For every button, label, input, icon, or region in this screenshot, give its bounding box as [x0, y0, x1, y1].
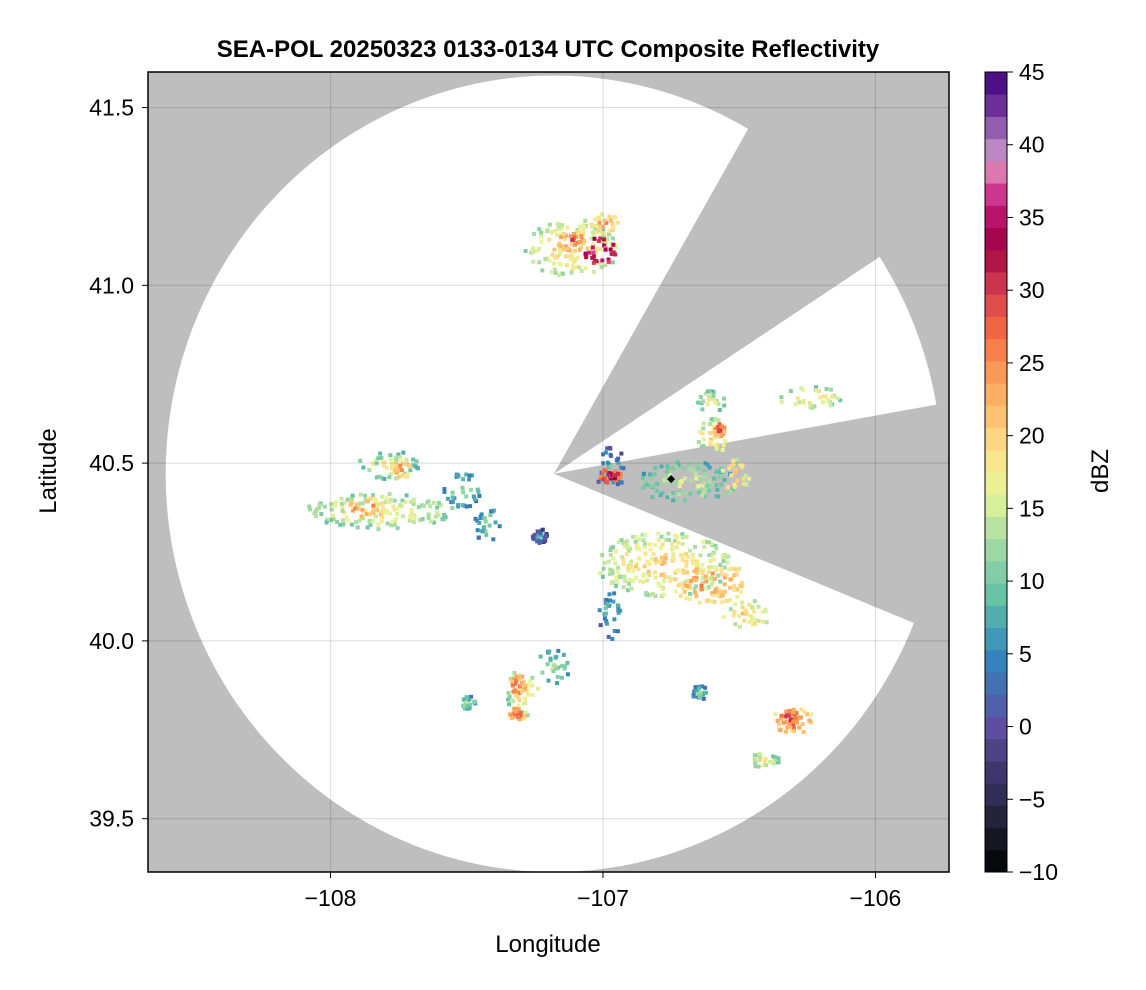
y-tick-label: 41.0 — [89, 272, 134, 298]
colorbar-tick-label: 10 — [1019, 568, 1045, 594]
y-axis-label: Latitude — [35, 428, 62, 513]
colorbar-tick-label: −10 — [1019, 859, 1058, 885]
echo-cell — [461, 694, 478, 711]
echo-cell — [597, 591, 623, 641]
echo-cell — [696, 389, 727, 412]
colorbar-tick-label: −5 — [1019, 786, 1045, 812]
echo-cell — [667, 563, 744, 605]
echo-cell — [348, 496, 382, 519]
echo-cell — [538, 648, 570, 686]
x-axis-ticks: −108 −107 −106 — [305, 872, 902, 911]
colorbar-tick-label: 30 — [1019, 277, 1045, 303]
colorbar-tick-label: 15 — [1019, 495, 1045, 521]
echo-cell — [720, 457, 751, 494]
echo-cell — [779, 385, 843, 410]
y-tick-label: 40.5 — [89, 450, 134, 476]
echo-cell — [559, 231, 587, 253]
echo-cell — [752, 751, 781, 769]
echo-cell — [779, 708, 803, 725]
echo-cell — [640, 460, 736, 503]
echo-cell — [583, 236, 618, 265]
x-tick-label: −106 — [850, 885, 902, 911]
reflectivity-echoes — [307, 212, 843, 769]
radar-coverage — [165, 75, 937, 872]
y-tick-label: 40.0 — [89, 628, 134, 654]
echo-cell — [691, 684, 709, 701]
plot-frame — [147, 71, 950, 873]
x-tick-label: −107 — [577, 885, 629, 911]
chart-title: SEA-POL 20250323 0133-0134 UTC Composite… — [217, 36, 880, 63]
echo-cell — [712, 422, 727, 439]
x-tick-label: −108 — [305, 885, 357, 911]
colorbar-label: dBZ — [1087, 449, 1114, 493]
colorbar-tick-label: 20 — [1019, 423, 1045, 449]
radar-site-marker — [667, 475, 676, 484]
x-axis-label: Longitude — [495, 931, 600, 958]
echo-cell — [508, 706, 527, 722]
echo-cell — [442, 472, 482, 509]
echo-cell — [392, 457, 412, 481]
echo-cell — [510, 674, 527, 698]
grid-lines — [148, 72, 949, 872]
y-tick-label: 41.5 — [89, 95, 134, 121]
echo-cell — [598, 531, 732, 599]
echo-cell — [721, 599, 769, 629]
colorbar-tick-label: 25 — [1019, 350, 1045, 376]
colorbar-tick-label: 45 — [1019, 59, 1045, 85]
echo-cell — [598, 468, 623, 485]
echo-cell — [473, 508, 502, 542]
colorbar-tick-label: 35 — [1019, 204, 1045, 230]
colorbar-tick-label: 0 — [1019, 714, 1032, 740]
colorbar-tick-label: 5 — [1019, 641, 1032, 667]
y-tick-label: 39.5 — [89, 806, 134, 832]
colorbar: −10 −5 0 5 10 15 20 25 30 35 40 45 — [984, 59, 1058, 885]
echo-cell — [530, 527, 549, 545]
y-axis-ticks: 39.5 40.0 40.5 41.0 41.5 — [89, 95, 148, 832]
colorbar-tick-label: 40 — [1019, 132, 1045, 158]
echo-cell — [589, 212, 620, 236]
